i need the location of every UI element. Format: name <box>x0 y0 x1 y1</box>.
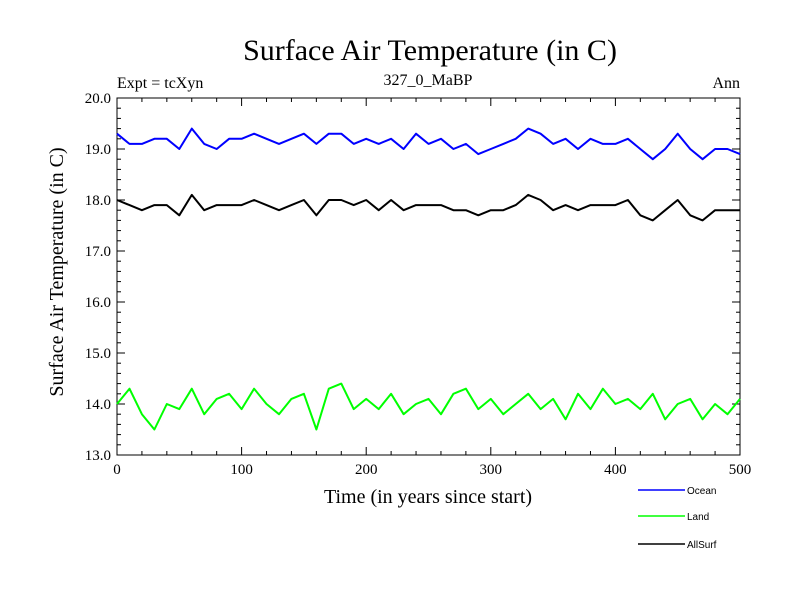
legend-label-ocean: Ocean <box>687 486 716 497</box>
x-axis-label: Time (in years since start) <box>324 486 532 508</box>
legend-label-land: Land <box>687 512 709 523</box>
series-line-allsurf <box>116 193 740 222</box>
series-line-land <box>116 382 741 431</box>
x-tick-label: 100 <box>230 462 253 478</box>
y-tick-label: 15.0 <box>85 346 111 362</box>
y-tick-label: 18.0 <box>85 193 111 209</box>
y-tick-label: 13.0 <box>85 448 111 464</box>
series-line-ocean <box>116 127 741 161</box>
chart-subtitle: 327_0_MaBP <box>384 72 473 89</box>
x-tick-label: 0 <box>113 462 121 478</box>
season-label: Ann <box>712 75 740 92</box>
legend-label-allsurf: AllSurf <box>687 540 717 551</box>
y-tick-label: 14.0 <box>85 397 111 413</box>
experiment-label: Expt = tcXyn <box>117 75 203 92</box>
y-tick-label: 20.0 <box>85 91 111 107</box>
y-tick-label: 19.0 <box>85 142 111 158</box>
plot-area-border <box>116 97 741 456</box>
chart-title: Surface Air Temperature (in C) <box>243 34 617 67</box>
series-lines <box>116 127 741 431</box>
x-tick-label: 500 <box>729 462 752 478</box>
x-axis: 0 100 200 300 400 500 <box>113 98 751 478</box>
x-tick-label: 400 <box>604 462 627 478</box>
y-tick-label: 17.0 <box>85 244 111 260</box>
y-axis-label: Surface Air Temperature (in C) <box>46 147 68 396</box>
legend: Ocean Land AllSurf <box>638 486 717 551</box>
x-tick-label: 300 <box>480 462 503 478</box>
plot-frame <box>116 97 741 456</box>
y-tick-label: 16.0 <box>85 295 111 311</box>
x-tick-label: 200 <box>355 462 378 478</box>
y-axis: 13.0 14.0 15.0 16.0 17.0 18.0 19.0 20.0 <box>85 91 740 464</box>
